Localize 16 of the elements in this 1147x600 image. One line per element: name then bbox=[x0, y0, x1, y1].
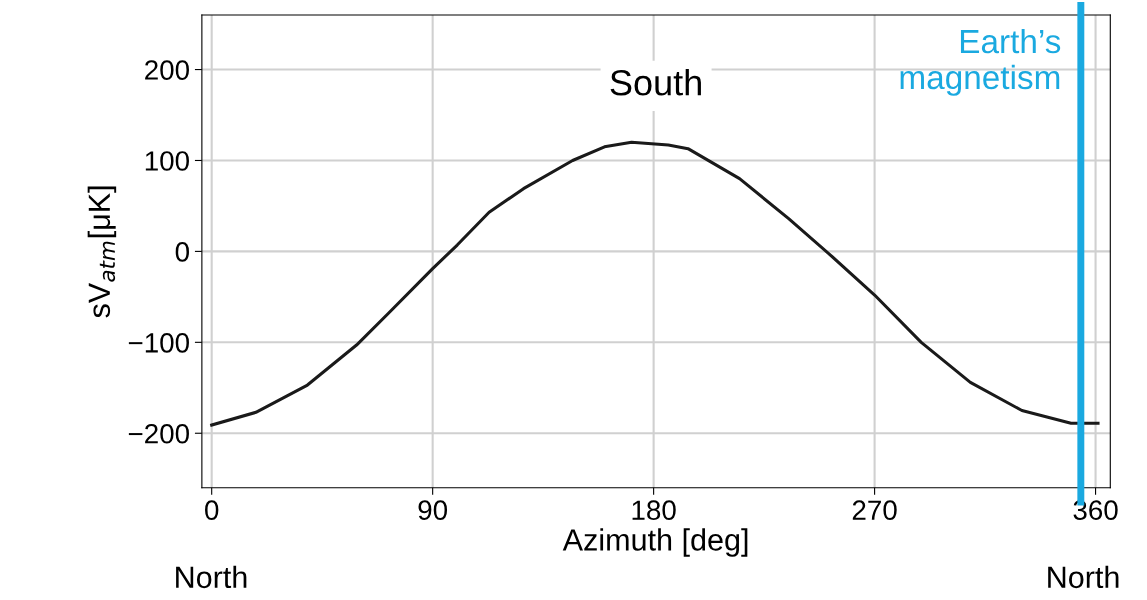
x-tick-label: 270 bbox=[852, 500, 897, 521]
ref-line-label: Earth’s magnetism bbox=[900, 28, 1061, 96]
y-tick-label: 0 bbox=[175, 242, 189, 262]
x-tick-label: 0 bbox=[205, 500, 219, 521]
annotation: South bbox=[610, 69, 701, 96]
y-tick-label: 200 bbox=[145, 60, 189, 80]
text: North bbox=[1048, 565, 1119, 589]
y-axis-title: sV$_{atm}$[μK] bbox=[87, 186, 117, 318]
x-tick-label: 180 bbox=[632, 500, 676, 521]
line-series bbox=[210, 140, 1100, 427]
y-tick-label: −100 bbox=[128, 332, 189, 353]
y-tick-label: 100 bbox=[145, 151, 189, 171]
text: North bbox=[176, 565, 247, 589]
x-tick-label: 90 bbox=[418, 500, 448, 521]
y-tick-label: −200 bbox=[128, 423, 189, 444]
x-axis-title: Azimuth [deg] bbox=[562, 528, 748, 557]
